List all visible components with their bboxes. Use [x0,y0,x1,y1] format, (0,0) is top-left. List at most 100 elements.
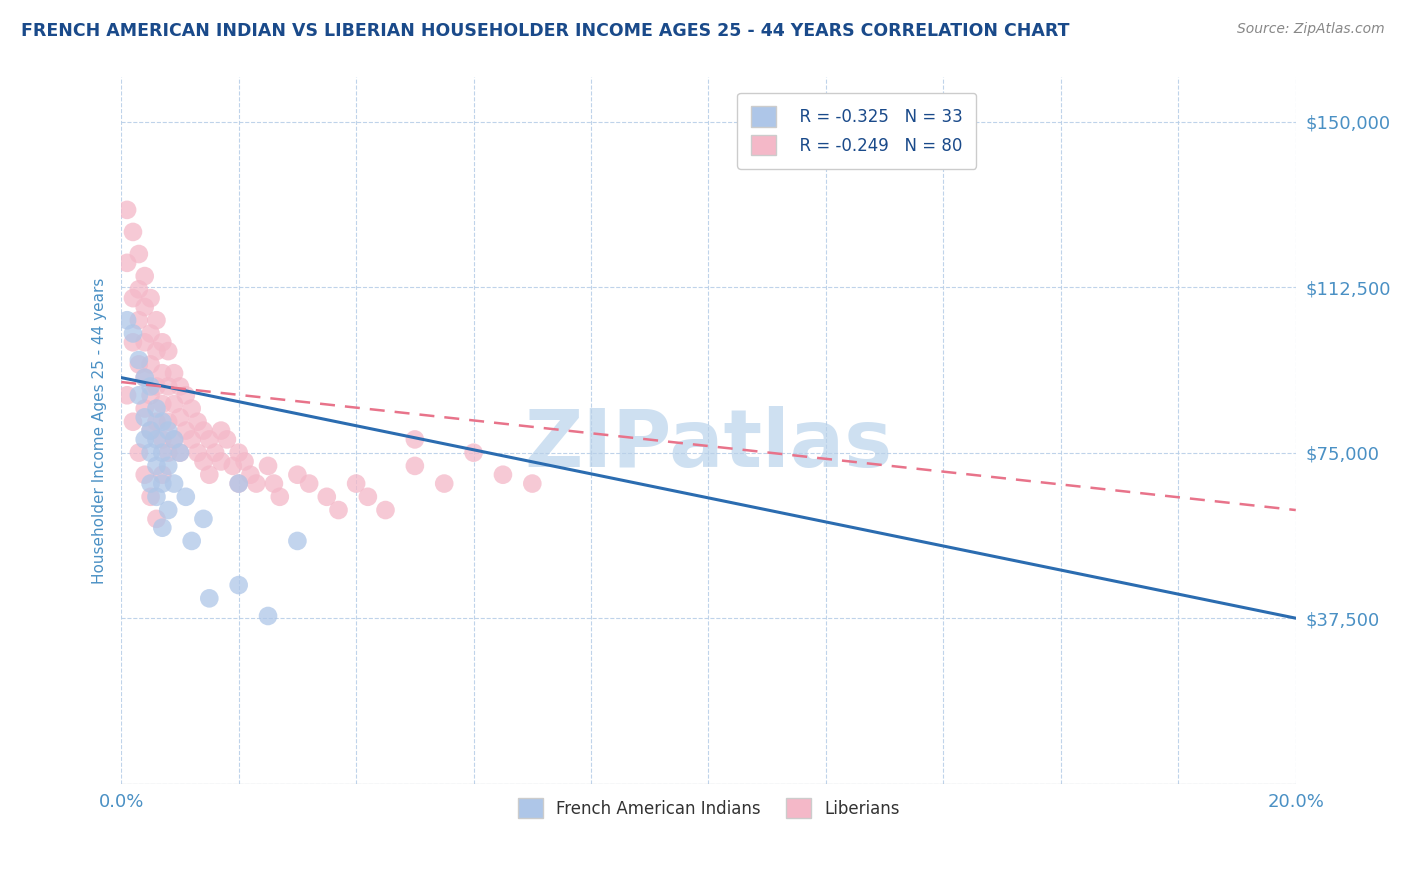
Point [187,445,209,459]
Point [287,467,309,482]
Point [198,591,221,606]
Point [404,433,426,447]
Point [134,433,156,447]
Point [193,512,215,526]
Text: Source: ZipAtlas.com: Source: ZipAtlas.com [1237,22,1385,37]
Point [150,467,173,482]
Point [492,467,515,482]
Point [145,458,167,473]
Point [157,415,180,429]
Point [150,366,173,380]
Point [145,490,167,504]
Point [157,445,180,459]
Point [145,313,167,327]
Text: ZIPatlas: ZIPatlas [524,406,893,483]
Point [245,476,267,491]
Point [287,533,309,548]
Point [209,454,232,468]
Point [145,512,167,526]
Point [404,458,426,473]
Point [169,445,191,459]
Point [150,433,173,447]
Point [139,445,162,459]
Point [128,357,150,371]
Point [180,433,202,447]
Point [150,476,173,491]
Point [150,397,173,411]
Point [115,202,138,217]
Point [263,476,285,491]
Point [122,415,145,429]
Point [150,445,173,459]
Point [228,476,250,491]
Y-axis label: Householder Income Ages 25 - 44 years: Householder Income Ages 25 - 44 years [93,277,107,583]
Point [145,379,167,393]
Point [228,445,250,459]
Point [222,458,245,473]
Point [215,433,238,447]
Point [298,476,321,491]
Point [163,433,186,447]
Point [357,490,380,504]
Point [150,415,173,429]
Point [145,344,167,359]
Point [128,313,150,327]
Point [174,490,197,504]
Point [139,490,162,504]
Point [169,410,191,425]
Point [128,247,150,261]
Point [128,388,150,402]
Point [163,433,186,447]
Point [115,388,138,402]
Point [204,445,226,459]
Point [198,433,221,447]
Point [134,401,156,416]
Point [433,476,456,491]
Point [522,476,544,491]
Point [174,424,197,438]
Point [134,370,156,384]
Point [269,490,291,504]
Point [150,335,173,350]
Point [169,379,191,393]
Point [374,503,396,517]
Point [145,401,167,416]
Point [315,490,337,504]
Point [145,415,167,429]
Point [134,300,156,314]
Point [174,388,197,402]
Point [257,609,280,624]
Point [228,476,250,491]
Point [139,326,162,341]
Point [122,335,145,350]
Point [139,357,162,371]
Point [228,578,250,592]
Point [139,424,162,438]
Point [463,445,485,459]
Point [128,282,150,296]
Point [134,467,156,482]
Point [169,445,191,459]
Point [128,353,150,368]
Point [122,225,145,239]
Point [157,344,180,359]
Point [139,379,162,393]
Point [239,467,262,482]
Point [115,313,138,327]
Point [134,269,156,284]
Point [150,521,173,535]
Point [128,445,150,459]
Point [344,476,367,491]
Point [139,424,162,438]
Point [163,397,186,411]
Text: FRENCH AMERICAN INDIAN VS LIBERIAN HOUSEHOLDER INCOME AGES 25 - 44 YEARS CORRELA: FRENCH AMERICAN INDIAN VS LIBERIAN HOUSE… [21,22,1070,40]
Point [122,291,145,305]
Point [209,424,232,438]
Point [187,415,209,429]
Point [163,476,186,491]
Point [139,291,162,305]
Point [180,401,202,416]
Point [134,370,156,384]
Point [233,454,256,468]
Point [193,424,215,438]
